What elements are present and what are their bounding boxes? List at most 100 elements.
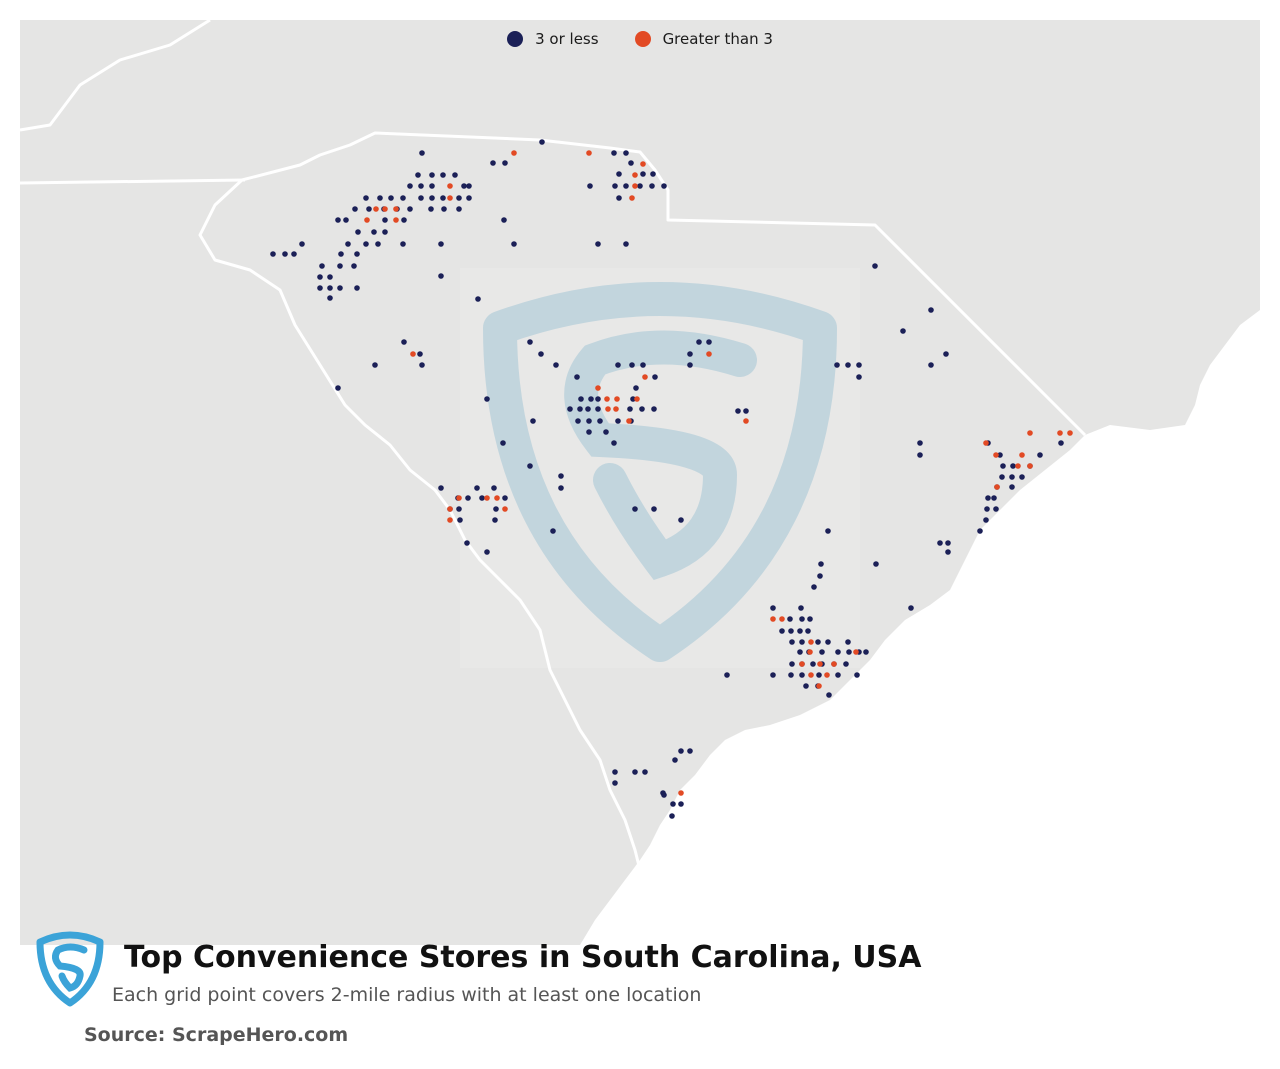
grid-point-low [327, 274, 333, 280]
grid-point-low [984, 506, 990, 512]
grid-point-low [825, 639, 831, 645]
grid-point-low [623, 150, 629, 156]
grid-point-low [627, 406, 633, 412]
map-subtitle: Each grid point covers 2-mile radius wit… [112, 984, 702, 1006]
grid-point-low [317, 274, 323, 280]
grid-point-low [511, 241, 517, 247]
grid-point-low [611, 150, 617, 156]
grid-point-low [900, 328, 906, 334]
grid-point-high [994, 484, 1000, 490]
grid-point-low [1009, 474, 1015, 480]
grid-point-low [407, 206, 413, 212]
grid-point-low [327, 285, 333, 291]
grid-point-low [672, 757, 678, 763]
grid-point-low [456, 195, 462, 201]
grid-point-high [447, 183, 453, 189]
grid-point-high [604, 396, 610, 402]
grid-point-low [415, 172, 421, 178]
grid-point-high [824, 672, 830, 678]
grid-point-low [429, 195, 435, 201]
grid-point-low [317, 285, 323, 291]
grid-point-low [817, 573, 823, 579]
grid-point-high [632, 172, 638, 178]
grid-point-low [799, 639, 805, 645]
grid-point-low [502, 495, 508, 501]
grid-point-high [373, 206, 379, 212]
grid-point-low [845, 362, 851, 368]
legend-dot-high [634, 31, 651, 47]
grid-point-high [456, 495, 462, 501]
grid-point-high [511, 150, 517, 156]
grid-point-low [623, 241, 629, 247]
grid-point-low [928, 362, 934, 368]
grid-point-low [1000, 463, 1006, 469]
grid-point-low [649, 183, 655, 189]
legend-item-low[interactable]: 3 or less [507, 30, 599, 48]
grid-point-low [354, 285, 360, 291]
map-area[interactable]: 3 or less Greater than 3 [0, 0, 1280, 945]
grid-point-low [595, 241, 601, 247]
grid-point-low [843, 661, 849, 667]
grid-point-low [807, 616, 813, 622]
grid-point-low [586, 418, 592, 424]
grid-point-low [466, 195, 472, 201]
grid-point-low [558, 473, 564, 479]
legend-item-high[interactable]: Greater than 3 [634, 30, 773, 48]
legend-label-low: 3 or less [535, 30, 599, 48]
grid-point-high [613, 406, 619, 412]
grid-point-low [371, 229, 377, 235]
grid-point-high [1027, 430, 1033, 436]
grid-point-low [588, 396, 594, 402]
grid-point-low [382, 217, 388, 223]
grid-point-low [363, 195, 369, 201]
grid-point-low [1010, 463, 1016, 469]
grid-point-low [670, 801, 676, 807]
grid-point-low [574, 374, 580, 380]
grid-point-low [803, 683, 809, 689]
grid-point-low [819, 649, 825, 655]
grid-point-low [440, 195, 446, 201]
grid-point-low [355, 229, 361, 235]
map-canvas [19, 18, 1260, 945]
grid-point-low [438, 273, 444, 279]
grid-point-low [815, 639, 821, 645]
grid-point-low [372, 362, 378, 368]
grid-point-low [650, 171, 656, 177]
nc-sc-border [241, 131, 1087, 437]
grid-point-low [558, 485, 564, 491]
grid-point-low [270, 251, 276, 257]
grid-point-low [997, 452, 1003, 458]
grid-point-high [1057, 430, 1063, 436]
grid-point-low [337, 263, 343, 269]
footer: Top Convenience Stores in South Carolina… [0, 928, 1280, 1069]
grid-point-low [377, 195, 383, 201]
grid-point-low [818, 561, 824, 567]
grid-point-low [490, 160, 496, 166]
grid-point-low [603, 429, 609, 435]
grid-point-high [484, 495, 490, 501]
map-legend: 3 or less Greater than 3 [0, 30, 1280, 48]
grid-point-low [456, 206, 462, 212]
grid-point-low [779, 628, 785, 634]
grid-point-low [856, 374, 862, 380]
grid-point-low [440, 172, 446, 178]
grid-point-low [586, 429, 592, 435]
grid-point-low [575, 418, 581, 424]
grid-point-high [629, 195, 635, 201]
grid-point-low [678, 748, 684, 754]
grid-point-low [977, 528, 983, 534]
grid-point-high [382, 206, 388, 212]
grid-point-high [770, 616, 776, 622]
grid-point-high [632, 183, 638, 189]
grid-point-low [678, 801, 684, 807]
grid-point-low [642, 769, 648, 775]
grid-point-high [640, 161, 646, 167]
grid-point-low [945, 540, 951, 546]
grid-point-low [789, 661, 795, 667]
grid-point-low [917, 452, 923, 458]
grid-point-low [633, 385, 639, 391]
grid-point-low [539, 139, 545, 145]
legend-dot-low [507, 31, 524, 47]
grid-point-low [616, 195, 622, 201]
grid-point-low [788, 628, 794, 634]
